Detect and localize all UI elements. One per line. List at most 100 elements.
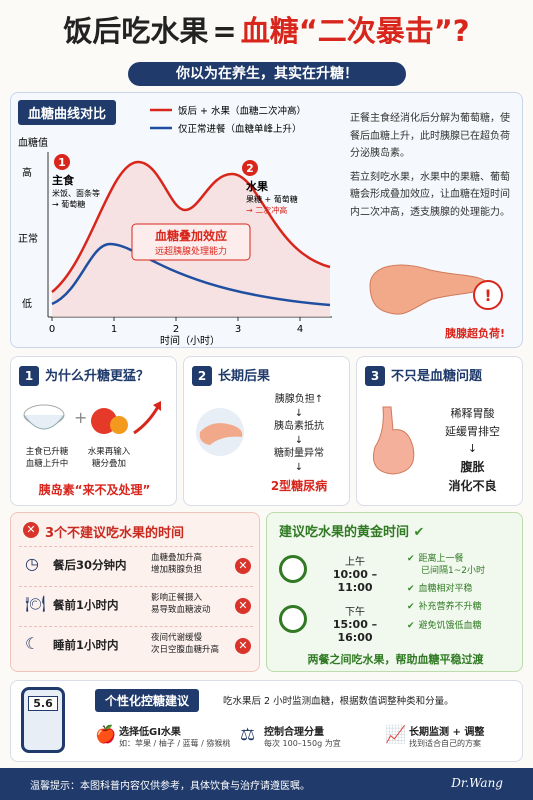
fruit-curve — [51, 160, 331, 293]
avoid-title: 3个不建议吃水果的时间 — [45, 526, 185, 541]
avoid-box: ✕ 3个不建议吃水果的时间 ◷ 餐后30分钟内 血糖叠加升高 增加胰腺负担 ✕ 🍽 餐前1小… — [10, 512, 260, 672]
check-text: 血糖相对平稳 — [418, 584, 473, 595]
decoration: ↓ — [467, 442, 478, 456]
pancreas-label: 胰腺超负荷! — [445, 327, 506, 340]
paragraph: 若立刻吃水果，水果中的果糖、葡萄糖会形成叠加效应，让血糖在短时间内二次冲高，透支… — [350, 171, 510, 218]
golden-box: 建议吃水果的黄金时间 ✔ ✔ 距离上一餐 已间隔1~2小时 ✔ 血糖相对平稳 ✔ 补充营养不… — [266, 512, 523, 672]
stomach-icon — [373, 406, 415, 475]
caption: 水果再输入 糖分叠加 — [79, 447, 139, 471]
x-mark: ✕ — [235, 638, 251, 654]
effect-detail: 远超胰腺处理能力 — [155, 245, 227, 257]
pancreas-icon: ! — [369, 264, 503, 315]
steps: 胰腺负担↑ ↓ 胰岛素抵抗 ↓ 糖耐量异常 ↓ — [254, 393, 344, 474]
advice-item-detail: 如：苹果 / 柚子 / 蓝莓 / 猕猴桃 — [119, 739, 231, 748]
text: 稀释胃酸 — [450, 407, 495, 420]
slot-range: 15:00 – 16:00 — [332, 618, 378, 644]
card: 2 长期后果 胰腺负担↑ ↓ 胰岛素抵抗 ↓ 糖耐量异常 ↓ 2型糖尿病 — [183, 356, 350, 506]
decoration: ✔ — [413, 525, 425, 540]
avoid-time: 睡前1小时内 — [53, 638, 119, 652]
reason-line: 血糖叠加升高 — [151, 553, 203, 563]
golden-title: 建议吃水果的黄金时间 ✔ — [279, 521, 428, 540]
check-mark: ✔ — [407, 620, 415, 631]
y-level: 低 — [22, 297, 32, 310]
golden-footer: 两餐之间吃水果，帮助血糖平稳过渡 — [307, 653, 484, 666]
footer-tip: 温馨提示：本图科普内容仅供参考，具体饮食与治疗请遵医嘱。 — [30, 781, 310, 792]
decoration: 2 长期后果 — [192, 365, 270, 386]
decoration: ✔ 距离上一餐 已间隔1~2小时 ✔ 血糖相对平稳 ✔ 补充营养不升糖 ✔ 避免饥饿低血糖 — [407, 553, 519, 638]
y-level: 高 — [22, 166, 32, 179]
check-text: 已间隔1~2小时 — [421, 566, 485, 577]
x-tick-label: 1 — [111, 324, 117, 335]
row-divider — [19, 586, 253, 587]
check-item: ✔ 避免饥饿低血糖 — [407, 620, 519, 632]
decoration — [373, 406, 415, 475]
decoration — [110, 416, 128, 434]
paragraph: 正餐主食经消化后分解为葡萄糖，使餐后血糖上升，此时胰腺已在超负荷分泌胰岛素。 — [350, 113, 510, 159]
decoration — [133, 404, 161, 435]
decoration — [199, 423, 243, 445]
check-text: 补充营养不升糖 — [418, 602, 482, 613]
effects: 稀释胃酸 延缓胃排空 ↓ 腹胀 消化不良 — [425, 405, 520, 496]
reason-line: 影响正餐摄入 — [151, 593, 203, 603]
decoration: 3 不只是血糖问题 — [365, 365, 482, 386]
meal-curve — [51, 242, 331, 307]
decoration: + — [74, 408, 87, 427]
check-line: ✔ 血糖相对平稳 — [407, 583, 519, 595]
check-text: 距离上一餐 — [418, 554, 464, 564]
card-num: 1 — [19, 366, 39, 386]
card-title: 为什么升糖更猛？ — [45, 369, 150, 384]
caption: 主食已升糖 血糖上升中 — [17, 447, 77, 471]
title: 饭后吃水果 = 血糖“二次暴击”? — [0, 8, 533, 50]
advice-title: 个性化控糖建议 — [95, 689, 200, 712]
decoration: ✕ — [23, 522, 39, 538]
decoration: 1 为什么升糖更猛？ — [19, 365, 149, 386]
decoration: ↓ — [294, 461, 304, 473]
note-title: 主食 — [52, 173, 75, 187]
subtitle: 你以为在养生，其实在升糖！ — [128, 62, 406, 86]
check-item: ✔ 血糖相对平稳 — [407, 583, 519, 595]
card-title: 不只是血糖问题 — [391, 369, 483, 384]
card-footer: 2型糖尿病 — [270, 479, 328, 493]
slot-range: 10:00 – 11:00 — [332, 568, 378, 594]
row-divider — [19, 626, 253, 627]
title-red: 血糖“二次暴击”? — [240, 14, 470, 48]
row-divider — [19, 546, 253, 547]
text: 主食已升糖 — [25, 447, 69, 457]
x-title: 时间（小时） — [160, 334, 220, 347]
advice-item-title: 选择低GI水果 — [119, 727, 181, 738]
footer-bar: 温馨提示：本图科普内容仅供参考，具体饮食与治疗请遵医嘱。 Dr.Wang — [0, 768, 533, 800]
check-item: ✔ 距离上一餐 已间隔1~2小时 — [407, 553, 519, 577]
x-tick-label: 4 — [297, 324, 303, 335]
x-tick-label: 3 — [235, 324, 241, 335]
advice-icon: ⚖ — [240, 725, 256, 745]
y-title: 血糖值 — [18, 136, 48, 149]
reason-line: 增加胰腺负担 — [151, 564, 203, 575]
check-item: ✔ 补充营养不升糖 — [407, 601, 519, 613]
decoration — [153, 401, 161, 411]
decoration — [23, 414, 65, 430]
advice-icon: 📈 — [385, 725, 407, 745]
check-line: 已间隔1~2小时 — [407, 565, 519, 577]
row-icon: ◷ — [25, 554, 39, 573]
curve-chart: 饭后 + 水果（血糖二次冲高） 仅正常进餐（血糖单峰上升） 血糖值 高 正常 低… — [18, 105, 332, 347]
advice-intro: 吃水果后 2 小时监测血糖，根据数值调整种类和分量。 — [223, 696, 454, 707]
x-ticks: 0 1 2 3 4 — [49, 317, 303, 335]
check-mark: ✔ — [407, 584, 415, 595]
advice-item-detail: 找到适合自己的方案 — [409, 739, 481, 748]
title-main: 饭后吃水果 — [63, 14, 209, 48]
avoid-reason: 夜间代谢缓慢 次日空腹血糖升高 — [151, 633, 219, 657]
legend-text: 饭后 + 水果（血糖二次冲高） — [178, 105, 306, 117]
decoration: ↓ — [294, 407, 304, 419]
advice-item-detail: 每次 100–150g 为宜 — [264, 739, 341, 748]
x-tick-label: 2 — [173, 324, 179, 335]
note-badge — [54, 154, 70, 170]
note-title: 水果 — [246, 179, 268, 193]
reason-line: 夜间代谢缓慢 — [151, 633, 203, 643]
note-line: 果糖 + 葡萄糖 — [246, 194, 298, 204]
row-icon: ☾ — [25, 634, 40, 653]
text: 水果再输入 — [87, 447, 131, 457]
text: 胰岛素抵抗 — [274, 421, 324, 432]
clock-icon — [279, 555, 307, 583]
section-heading: 血糖曲线对比 — [18, 100, 117, 125]
